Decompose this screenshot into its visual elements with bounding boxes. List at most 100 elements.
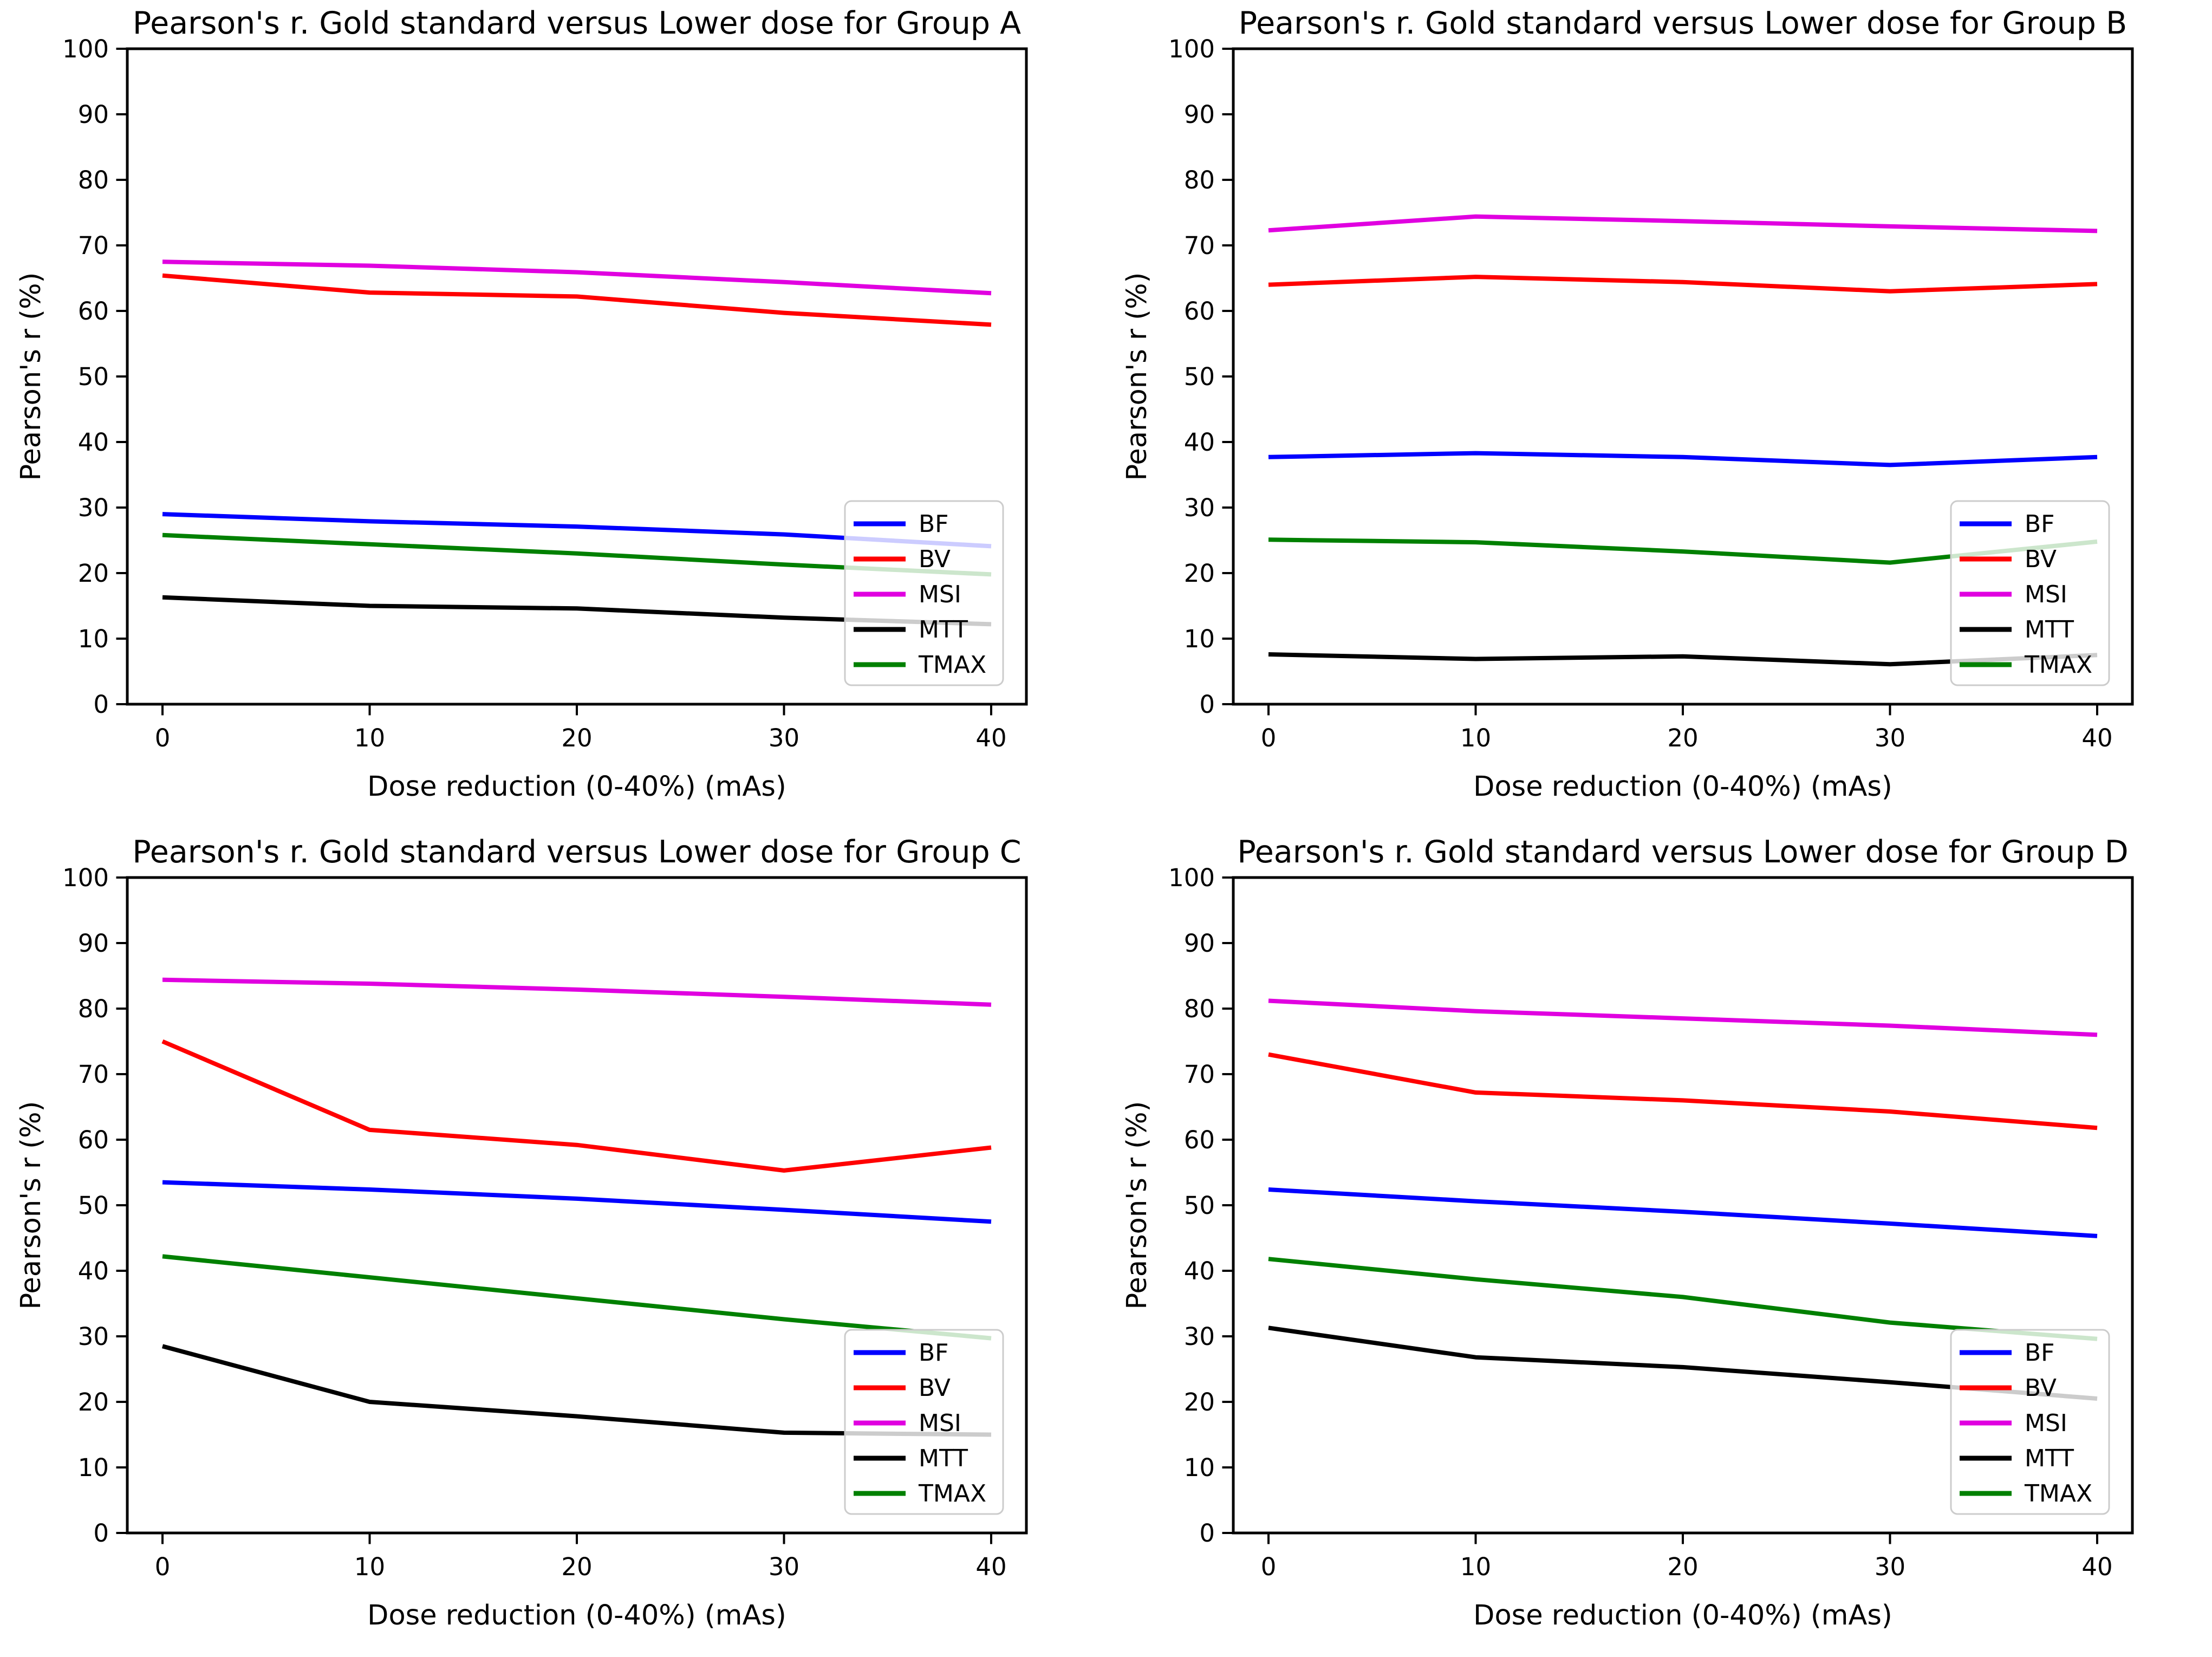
- y-tick-label-group-a: 60: [78, 297, 109, 326]
- chart-panel-group-d: 0 10 20 30 40 0 10 20 30 40 50 60 70 80 90 100 BF BV MSI MT…: [1106, 829, 2212, 1657]
- y-tick-label-group-d: 20: [1184, 1388, 1215, 1416]
- x-tick-label-group-c: 0: [155, 1552, 171, 1581]
- series-line-bf-group-d: [1268, 1187, 2098, 1238]
- x-tick-label-group-d: 40: [2081, 1552, 2112, 1581]
- legend-box-group-b: [1950, 500, 2110, 686]
- y-tick-label-group-a: 70: [78, 231, 109, 260]
- x-tick-label-group-d: 30: [1875, 1552, 1905, 1581]
- y-axis-label-group-a: Pearson's r (%): [15, 272, 47, 481]
- y-axis-label-group-d: Pearson's r (%): [1121, 1101, 1153, 1310]
- x-tick-label-group-d: 10: [1460, 1552, 1491, 1581]
- y-tick-label-group-c: 40: [78, 1257, 109, 1285]
- legend-label-msi-group-c: MSI: [919, 1409, 961, 1437]
- legend-label-mtt-group-a: MTT: [919, 616, 968, 644]
- x-tick-label-group-b: 30: [1875, 724, 1905, 752]
- x-axis-label-group-d: Dose reduction (0-40%) (mAs): [1473, 1600, 1892, 1632]
- series-line-bf-group-c: [162, 1180, 992, 1224]
- x-tick-label-group-c: 30: [769, 1552, 799, 1581]
- legend-label-tmax-group-b: TMAX: [2024, 651, 2092, 679]
- legend-label-mtt-group-c: MTT: [919, 1445, 968, 1472]
- x-tick-label-group-d: 20: [1667, 1552, 1698, 1581]
- chart-panel-group-b: 0 10 20 30 40 0 10 20 30 40 50 60 70 80 90 100 BF BV MSI MT…: [1106, 0, 2212, 828]
- y-tick-label-group-b: 20: [1184, 559, 1215, 588]
- series-line-msi-group-a: [162, 259, 992, 296]
- x-tick-label-group-d: 0: [1261, 1552, 1277, 1581]
- y-axis-label-group-c: Pearson's r (%): [15, 1101, 47, 1310]
- series-line-msi-group-c: [162, 977, 992, 1007]
- y-tick-label-group-c: 60: [78, 1126, 109, 1154]
- y-tick-label-group-b: 10: [1184, 625, 1215, 653]
- x-tick-label-group-c: 10: [354, 1552, 385, 1581]
- y-tick-label-group-a: 90: [78, 100, 109, 129]
- chart-title-group-a: Pearson's r. Gold standard versus Lower …: [132, 5, 1022, 41]
- series-line-bv-group-b: [1268, 275, 2098, 294]
- y-tick-label-group-b: 80: [1184, 166, 1215, 194]
- y-tick-label-group-d: 60: [1184, 1126, 1215, 1154]
- plot-svg-group-d: 0 10 20 30 40 0 10 20 30 40 50 60 70 80 90 100 BF BV MSI MT…: [1168, 863, 2134, 1581]
- y-tick-label-group-b: 60: [1184, 297, 1215, 326]
- series-line-tmax-group-c: [162, 1254, 992, 1341]
- plot-svg-group-b: 0 10 20 30 40 0 10 20 30 40 50 60 70 80 90 100 BF BV MSI MT…: [1168, 35, 2134, 752]
- x-tick-label-group-b: 0: [1261, 724, 1277, 752]
- legend-box-group-d: [1950, 1329, 2110, 1515]
- x-axis-label-group-b: Dose reduction (0-40%) (mAs): [1473, 771, 1892, 803]
- x-axis-label-group-a: Dose reduction (0-40%) (mAs): [367, 771, 786, 803]
- legend-label-tmax-group-c: TMAX: [918, 1480, 986, 1507]
- y-tick-label-group-d: 0: [1199, 1519, 1215, 1548]
- y-axis-label-group-b: Pearson's r (%): [1121, 272, 1153, 481]
- plot-svg-group-c: 0 10 20 30 40 0 10 20 30 40 50 60 70 80 90 100 BF BV MSI MT…: [62, 863, 1028, 1581]
- y-tick-label-group-d: 50: [1184, 1191, 1215, 1220]
- x-tick-label-group-b: 40: [2081, 724, 2112, 752]
- y-tick-label-group-d: 90: [1184, 929, 1215, 958]
- y-tick-label-group-d: 10: [1184, 1453, 1215, 1482]
- legend-label-bv-group-a: BV: [919, 545, 951, 573]
- x-tick-label-group-c: 20: [561, 1552, 592, 1581]
- chart-panel-group-a: 0 10 20 30 40 0 10 20 30 40 50 60 70 80 90 100 BF BV MSI MT…: [0, 0, 1106, 828]
- y-tick-label-group-b: 0: [1199, 690, 1215, 719]
- y-tick-label-group-b: 90: [1184, 100, 1215, 129]
- plot-border-group-d: [1232, 876, 2134, 1535]
- y-tick-label-group-b: 30: [1184, 493, 1215, 522]
- legend-label-tmax-group-d: TMAX: [2024, 1480, 2092, 1507]
- series-line-bf-group-b: [1268, 451, 2098, 467]
- legend-label-bf-group-b: BF: [2025, 510, 2055, 538]
- y-tick-label-group-b: 70: [1184, 231, 1215, 260]
- y-tick-label-group-d: 40: [1184, 1257, 1215, 1285]
- chart-title-group-b: Pearson's r. Gold standard versus Lower …: [1238, 5, 2128, 41]
- x-tick-label-group-b: 20: [1667, 724, 1698, 752]
- y-tick-label-group-a: 40: [78, 428, 109, 457]
- x-tick-label-group-a: 40: [975, 724, 1006, 752]
- legend-label-msi-group-b: MSI: [2025, 581, 2067, 608]
- y-tick-label-group-c: 100: [62, 863, 109, 892]
- legend-label-mtt-group-d: MTT: [2025, 1445, 2074, 1472]
- series-line-msi-group-b: [1268, 214, 2098, 233]
- x-tick-label-group-b: 10: [1460, 724, 1491, 752]
- y-tick-label-group-c: 10: [78, 1453, 109, 1482]
- y-tick-label-group-c: 0: [93, 1519, 109, 1548]
- y-tick-label-group-c: 30: [78, 1322, 109, 1351]
- x-tick-label-group-c: 40: [975, 1552, 1006, 1581]
- legend-label-bf-group-c: BF: [919, 1339, 949, 1367]
- legend-label-mtt-group-b: MTT: [2025, 616, 2074, 644]
- legend-label-tmax-group-a: TMAX: [918, 651, 986, 679]
- x-tick-label-group-a: 30: [769, 724, 799, 752]
- x-tick-label-group-a: 0: [155, 724, 171, 752]
- legend-box-group-a: [844, 500, 1004, 686]
- plot-border-group-a: [126, 47, 1028, 706]
- y-tick-label-group-a: 80: [78, 166, 109, 194]
- series-line-bv-group-d: [1268, 1052, 2098, 1130]
- chart-title-group-d: Pearson's r. Gold standard versus Lower …: [1237, 834, 2129, 870]
- y-tick-label-group-b: 40: [1184, 428, 1215, 457]
- y-tick-label-group-c: 80: [78, 995, 109, 1023]
- legend-label-bv-group-b: BV: [2025, 545, 2057, 573]
- y-tick-label-group-d: 30: [1184, 1322, 1215, 1351]
- series-line-tmax-group-d: [1268, 1257, 2098, 1341]
- legend-label-bv-group-d: BV: [2025, 1374, 2057, 1402]
- series-line-bv-group-a: [162, 273, 992, 327]
- y-tick-label-group-d: 80: [1184, 995, 1215, 1023]
- x-tick-label-group-a: 20: [561, 724, 592, 752]
- y-tick-label-group-c: 20: [78, 1388, 109, 1416]
- x-axis-label-group-c: Dose reduction (0-40%) (mAs): [367, 1600, 786, 1632]
- series-line-bv-group-c: [161, 1039, 992, 1173]
